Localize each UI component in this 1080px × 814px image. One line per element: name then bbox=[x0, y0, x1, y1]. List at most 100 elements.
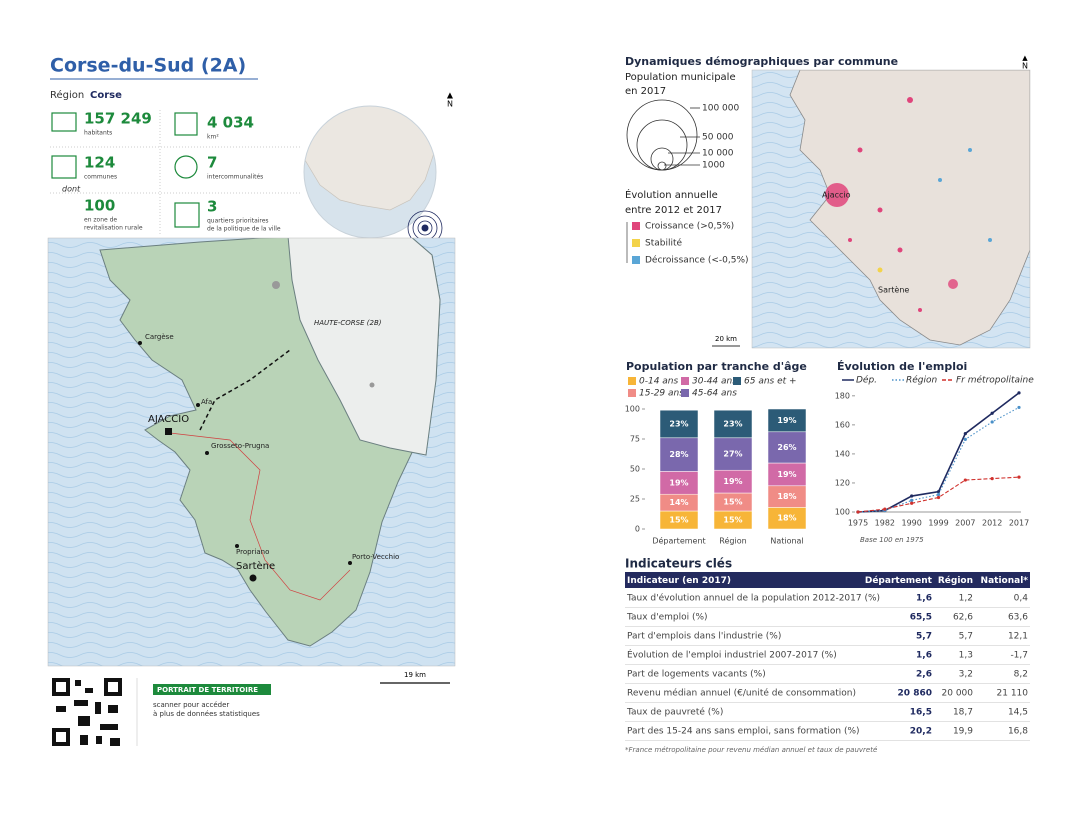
y-tick-label: 25 bbox=[630, 495, 640, 504]
stat-value: 7 bbox=[207, 154, 217, 172]
trend-legend: Croissance (>0,5%) Stabilité Décroissance … bbox=[626, 222, 749, 266]
table-cell: 5,7 bbox=[959, 632, 973, 642]
legend-title: Évolution annuelle bbox=[625, 188, 718, 201]
value-label: 15% bbox=[723, 498, 742, 507]
point bbox=[910, 494, 914, 498]
x-tick-label: 2017 bbox=[1009, 519, 1029, 528]
value-label: 26% bbox=[777, 443, 796, 452]
place-label: Afa bbox=[201, 398, 212, 406]
table-header: Indicateur (en 2017) bbox=[627, 576, 731, 586]
age-chart: Population par tranche d'âge 0-14 ans 15-2… bbox=[625, 360, 807, 546]
value-label: 19% bbox=[777, 416, 796, 425]
qr-code bbox=[52, 678, 122, 746]
legend-swatch bbox=[632, 239, 640, 247]
bar-segment bbox=[659, 437, 699, 472]
table-cell: 1,6 bbox=[916, 594, 932, 604]
legend-swatch bbox=[632, 222, 640, 230]
legend-label: Stabilité bbox=[645, 238, 683, 249]
inset-map bbox=[304, 106, 436, 238]
place-label: HAUTE-CORSE (2B) bbox=[314, 319, 382, 327]
legend-title: entre 2012 et 2017 bbox=[625, 205, 722, 216]
tag-bg bbox=[153, 684, 271, 695]
point bbox=[963, 478, 967, 482]
table-cell: 16,5 bbox=[910, 708, 932, 718]
table-cell: Taux de pauvreté (%) bbox=[626, 707, 723, 718]
table-cell: 3,2 bbox=[959, 670, 973, 680]
table-cell: Revenu médian annuel (€/unité de consomm… bbox=[627, 688, 856, 699]
table-cell: 2,6 bbox=[916, 670, 932, 680]
value-label: 15% bbox=[723, 516, 742, 525]
legend-label: Croissance (>0,5%) bbox=[645, 222, 734, 232]
map-frame bbox=[47, 237, 456, 667]
stat-label: en zone de bbox=[84, 217, 117, 224]
legend-label: 65 ans et + bbox=[744, 377, 797, 387]
legend-swatch bbox=[681, 389, 689, 397]
legend-title: en 2017 bbox=[625, 86, 666, 97]
y-tick-label: 75 bbox=[630, 435, 640, 444]
table-cell: Part d'emplois dans l'industrie (%) bbox=[627, 632, 781, 642]
table-cell: 1,6 bbox=[916, 651, 932, 661]
point bbox=[963, 437, 967, 441]
stat-value: 157 249 bbox=[84, 110, 152, 128]
place-label: Porto-Vecchio bbox=[352, 553, 399, 561]
table-cell: Taux d'évolution annuel de la population… bbox=[626, 593, 880, 604]
size-label: 10 000 bbox=[702, 149, 734, 159]
x-tick-label: National bbox=[770, 537, 803, 546]
y-tick-label: 160 bbox=[835, 420, 850, 429]
stat-value: 3 bbox=[207, 198, 217, 216]
stat-value: 100 bbox=[84, 197, 115, 215]
place-label: Sartène bbox=[878, 285, 909, 295]
size-label: 1000 bbox=[702, 161, 725, 171]
region: Corse bbox=[90, 90, 122, 101]
table-cell: 16,8 bbox=[1008, 727, 1028, 737]
table-cell: 20,2 bbox=[910, 727, 932, 737]
table-cell: 8,2 bbox=[1014, 670, 1028, 680]
point bbox=[990, 476, 994, 481]
legend-label: Fr métropolitaine bbox=[956, 375, 1034, 386]
table-cell: 19,9 bbox=[953, 727, 973, 737]
table-header-bg bbox=[625, 572, 1030, 588]
icon bbox=[51, 155, 77, 179]
table-cell: 12,1 bbox=[1008, 632, 1028, 642]
value-label: 28% bbox=[669, 450, 688, 459]
value-label: 23% bbox=[669, 420, 688, 429]
footer-text: scanner pour accéder bbox=[153, 701, 229, 709]
y-tick-label: 0 bbox=[635, 525, 640, 534]
x-tick-label: 1999 bbox=[928, 519, 948, 528]
section-title: Indicateurs clés bbox=[625, 557, 732, 571]
point bbox=[1017, 405, 1021, 410]
value-label: 27% bbox=[723, 450, 742, 459]
legend-label: 0-14 ans bbox=[639, 377, 679, 387]
north: N bbox=[447, 100, 453, 109]
x-tick-label: Région bbox=[719, 536, 746, 546]
table-cell: 1,2 bbox=[959, 594, 973, 604]
point bbox=[990, 411, 994, 415]
bar-segment bbox=[659, 409, 699, 439]
footnote: *France métropolitaine pour revenu média… bbox=[625, 746, 878, 754]
table-cell: 5,7 bbox=[916, 632, 932, 642]
legend-swatch bbox=[681, 377, 689, 385]
y-tick-label: 120 bbox=[835, 478, 850, 487]
table-cell: 20 000 bbox=[942, 689, 974, 699]
x-tick-label: 1975 bbox=[848, 519, 868, 528]
x-tick-label: 1990 bbox=[901, 519, 921, 528]
north-arrow: ▲ bbox=[447, 91, 454, 100]
value-label: 19% bbox=[723, 477, 742, 486]
x-tick-label: Département bbox=[652, 536, 705, 546]
employment-chart: Évolution de l'emploi Dép. Région Fr métrop… bbox=[835, 360, 1035, 544]
size-label: 100 000 bbox=[702, 104, 739, 114]
table-cell: 21 110 bbox=[997, 689, 1029, 699]
bar-segment bbox=[767, 408, 807, 433]
legend-label: Région bbox=[906, 375, 938, 386]
legend-title: Population municipale bbox=[625, 72, 736, 83]
title: Corse-du-Sud (2A) bbox=[50, 55, 246, 77]
dont: dont bbox=[62, 185, 81, 194]
size-legend bbox=[626, 99, 700, 171]
locator-dot bbox=[421, 224, 429, 232]
stat-value: 124 bbox=[84, 154, 115, 172]
table-cell: 65,5 bbox=[910, 613, 932, 623]
point bbox=[1017, 391, 1021, 395]
icon bbox=[174, 155, 198, 179]
table-cell: 63,6 bbox=[1008, 613, 1028, 623]
